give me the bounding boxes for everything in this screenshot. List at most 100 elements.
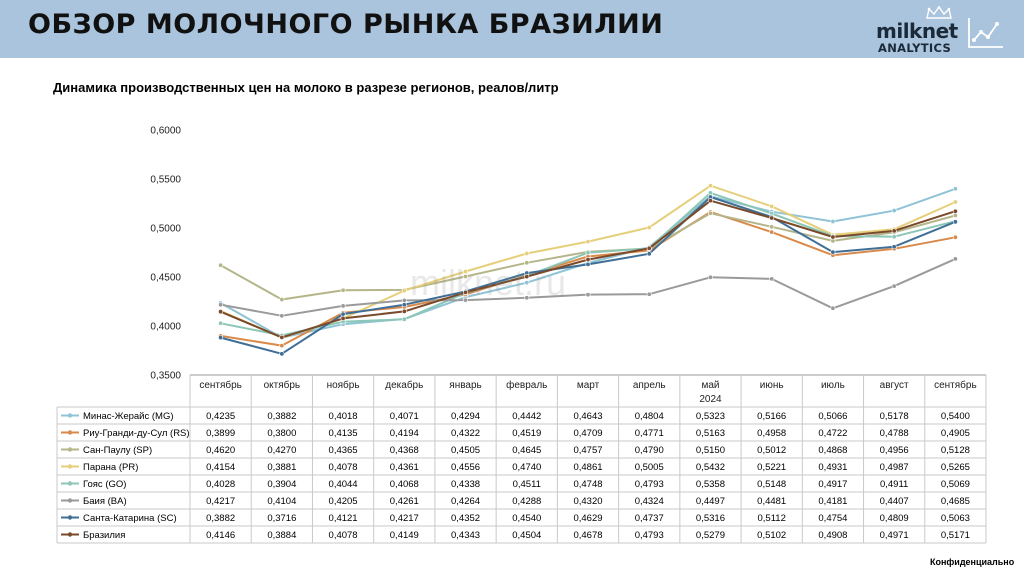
table-cell-value: 0,4678 (573, 530, 602, 541)
data-point (891, 208, 897, 214)
table-cell-value: 0,4540 (512, 513, 541, 524)
header-bar: ОБЗОР МОЛОЧНОГО РЫНКА БРАЗИЛИИ milknet A… (0, 0, 1024, 58)
table-cell-value: 0,4135 (329, 428, 358, 439)
table-cell-value: 0,4911 (880, 479, 908, 490)
table-cell-value: 0,5358 (696, 479, 725, 490)
data-point (952, 219, 958, 225)
table-cell-value: 0,4956 (880, 445, 909, 456)
data-point (218, 309, 224, 315)
logo-subtitle: ANALYTICS (878, 41, 952, 55)
data-point (218, 302, 224, 308)
data-point (524, 274, 530, 280)
x-tick-label: январь (449, 380, 481, 391)
chart-logo-icon (968, 18, 1003, 48)
data-point (524, 295, 530, 301)
table-cell-value: 0,4804 (635, 411, 664, 422)
table-cell-value: 0,4511 (513, 479, 541, 490)
table-cell-value: 0,4505 (451, 445, 480, 456)
table-cell-value: 0,4320 (573, 496, 602, 507)
data-point (769, 203, 775, 209)
x-tick-label: июнь (760, 380, 784, 391)
table-cell-value: 0,4809 (880, 513, 909, 524)
data-point (401, 288, 407, 294)
table-cell-value: 0,5323 (696, 411, 725, 422)
table-cell-value: 0,5148 (757, 479, 786, 490)
data-point (891, 244, 897, 250)
table-cell-value: 0,4343 (451, 530, 480, 541)
table-cell-value: 0,4757 (573, 445, 602, 456)
data-point (463, 289, 469, 295)
legend-swatch-marker (67, 515, 73, 520)
table-cell-value: 0,5316 (696, 513, 725, 524)
table-cell-value: 0,4121 (329, 513, 358, 524)
table-cell-value: 0,5221 (757, 462, 786, 473)
milknet-logo: milknet ANALYTICS (876, 6, 966, 55)
table-cell-value: 0,5066 (818, 411, 847, 422)
table-cell-value: 0,4740 (512, 462, 541, 473)
legend-swatch-marker (67, 430, 73, 435)
x-tick-label: май (701, 380, 719, 391)
data-point (524, 250, 530, 256)
data-point (340, 311, 346, 317)
table-cell-value: 0,4181 (818, 496, 847, 507)
table-cell-value: 0,4629 (573, 513, 602, 524)
table-cell-value: 0,3800 (267, 428, 296, 439)
table-cell-value: 0,5432 (696, 462, 725, 473)
data-point (401, 302, 407, 308)
table-cell-value: 0,4497 (696, 496, 725, 507)
data-point (401, 297, 407, 303)
x-tick-label: сентябрь (199, 379, 242, 391)
table-cell-value: 0,4352 (451, 513, 480, 524)
data-point (707, 190, 713, 196)
data-point (218, 262, 224, 268)
data-point (218, 335, 224, 341)
table-cell-value: 0,4407 (880, 496, 909, 507)
table-cell-value: 0,4748 (573, 479, 602, 490)
table-cell-value: 0,4737 (635, 513, 664, 524)
table-cell-value: 0,4790 (635, 445, 664, 456)
data-point (769, 276, 775, 282)
data-point (891, 228, 897, 234)
data-point (646, 245, 652, 251)
data-point (952, 212, 958, 218)
table-cell-value: 0,4709 (573, 428, 602, 439)
table-cell-value: 0,4365 (329, 445, 358, 456)
x-tick-label: апрель (633, 380, 666, 391)
data-point (830, 219, 836, 225)
data-point (585, 257, 591, 263)
logo-name: milknet (876, 19, 958, 43)
data-point (585, 292, 591, 298)
data-point (707, 274, 713, 280)
table-cell-value: 0,4324 (635, 496, 664, 507)
x-tick-label: декабрь (385, 379, 423, 391)
data-point (585, 250, 591, 256)
data-point (463, 269, 469, 275)
data-point (279, 343, 285, 349)
y-tick-label: 0,6000 (150, 126, 181, 137)
table-cell-value: 0,4958 (757, 428, 786, 439)
data-point (952, 234, 958, 240)
table-cell-value: 0,3884 (267, 530, 296, 541)
data-point (524, 260, 530, 266)
data-point (891, 283, 897, 289)
legend-swatch-marker (67, 532, 73, 537)
table-cell-value: 0,4018 (329, 411, 358, 422)
table-cell-value: 0,4722 (818, 428, 847, 439)
table-cell-value: 0,4270 (267, 445, 296, 456)
table-cell-value: 0,3716 (267, 513, 296, 524)
data-point (830, 305, 836, 311)
table-cell-value: 0,4338 (451, 479, 480, 490)
legend-swatch-marker (67, 413, 73, 418)
y-tick-label: 0,5500 (150, 175, 181, 186)
legend-label: Риу-Гранди-ду-Сул (RS) (83, 428, 190, 439)
table-cell-value: 0,4294 (451, 411, 480, 422)
table-cell-value: 0,4908 (818, 530, 847, 541)
table-cell-value: 0,4264 (451, 496, 480, 507)
table-cell-value: 0,5005 (635, 462, 664, 473)
legend-label: Бразилия (83, 530, 125, 541)
data-point (463, 297, 469, 303)
table-cell-value: 0,4194 (390, 428, 419, 439)
table-cell-value: 0,4620 (206, 445, 235, 456)
table-cell-value: 0,4788 (880, 428, 909, 439)
table-cell-value: 0,4361 (390, 462, 419, 473)
